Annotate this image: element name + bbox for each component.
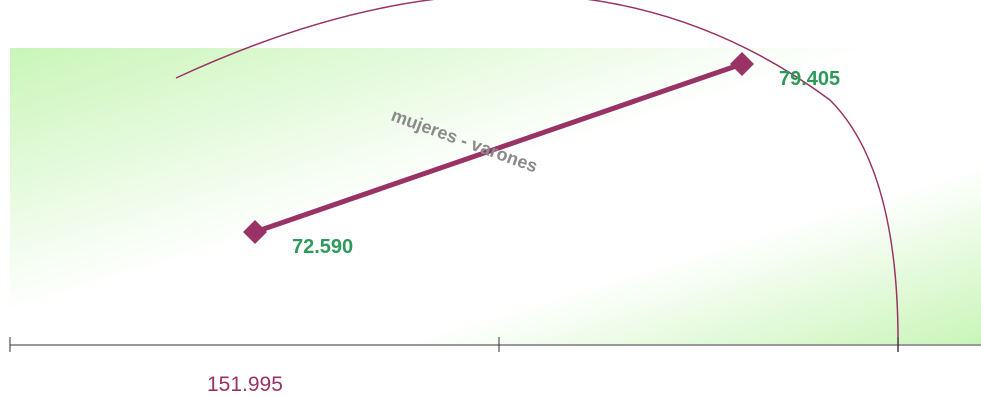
- data-label-varones: 79.405: [779, 68, 840, 90]
- axis: [9, 337, 981, 352]
- total-arc: [175, 0, 899, 353]
- total-label: 151.995: [207, 373, 283, 396]
- data-point-varones: [730, 52, 754, 76]
- series-line: [252, 61, 745, 235]
- data-point-mujeres: [243, 220, 267, 244]
- background-band: [10, 48, 981, 344]
- data-label-mujeres: 72.590: [292, 236, 353, 258]
- data-marks: 72.590 79.405: [243, 52, 840, 258]
